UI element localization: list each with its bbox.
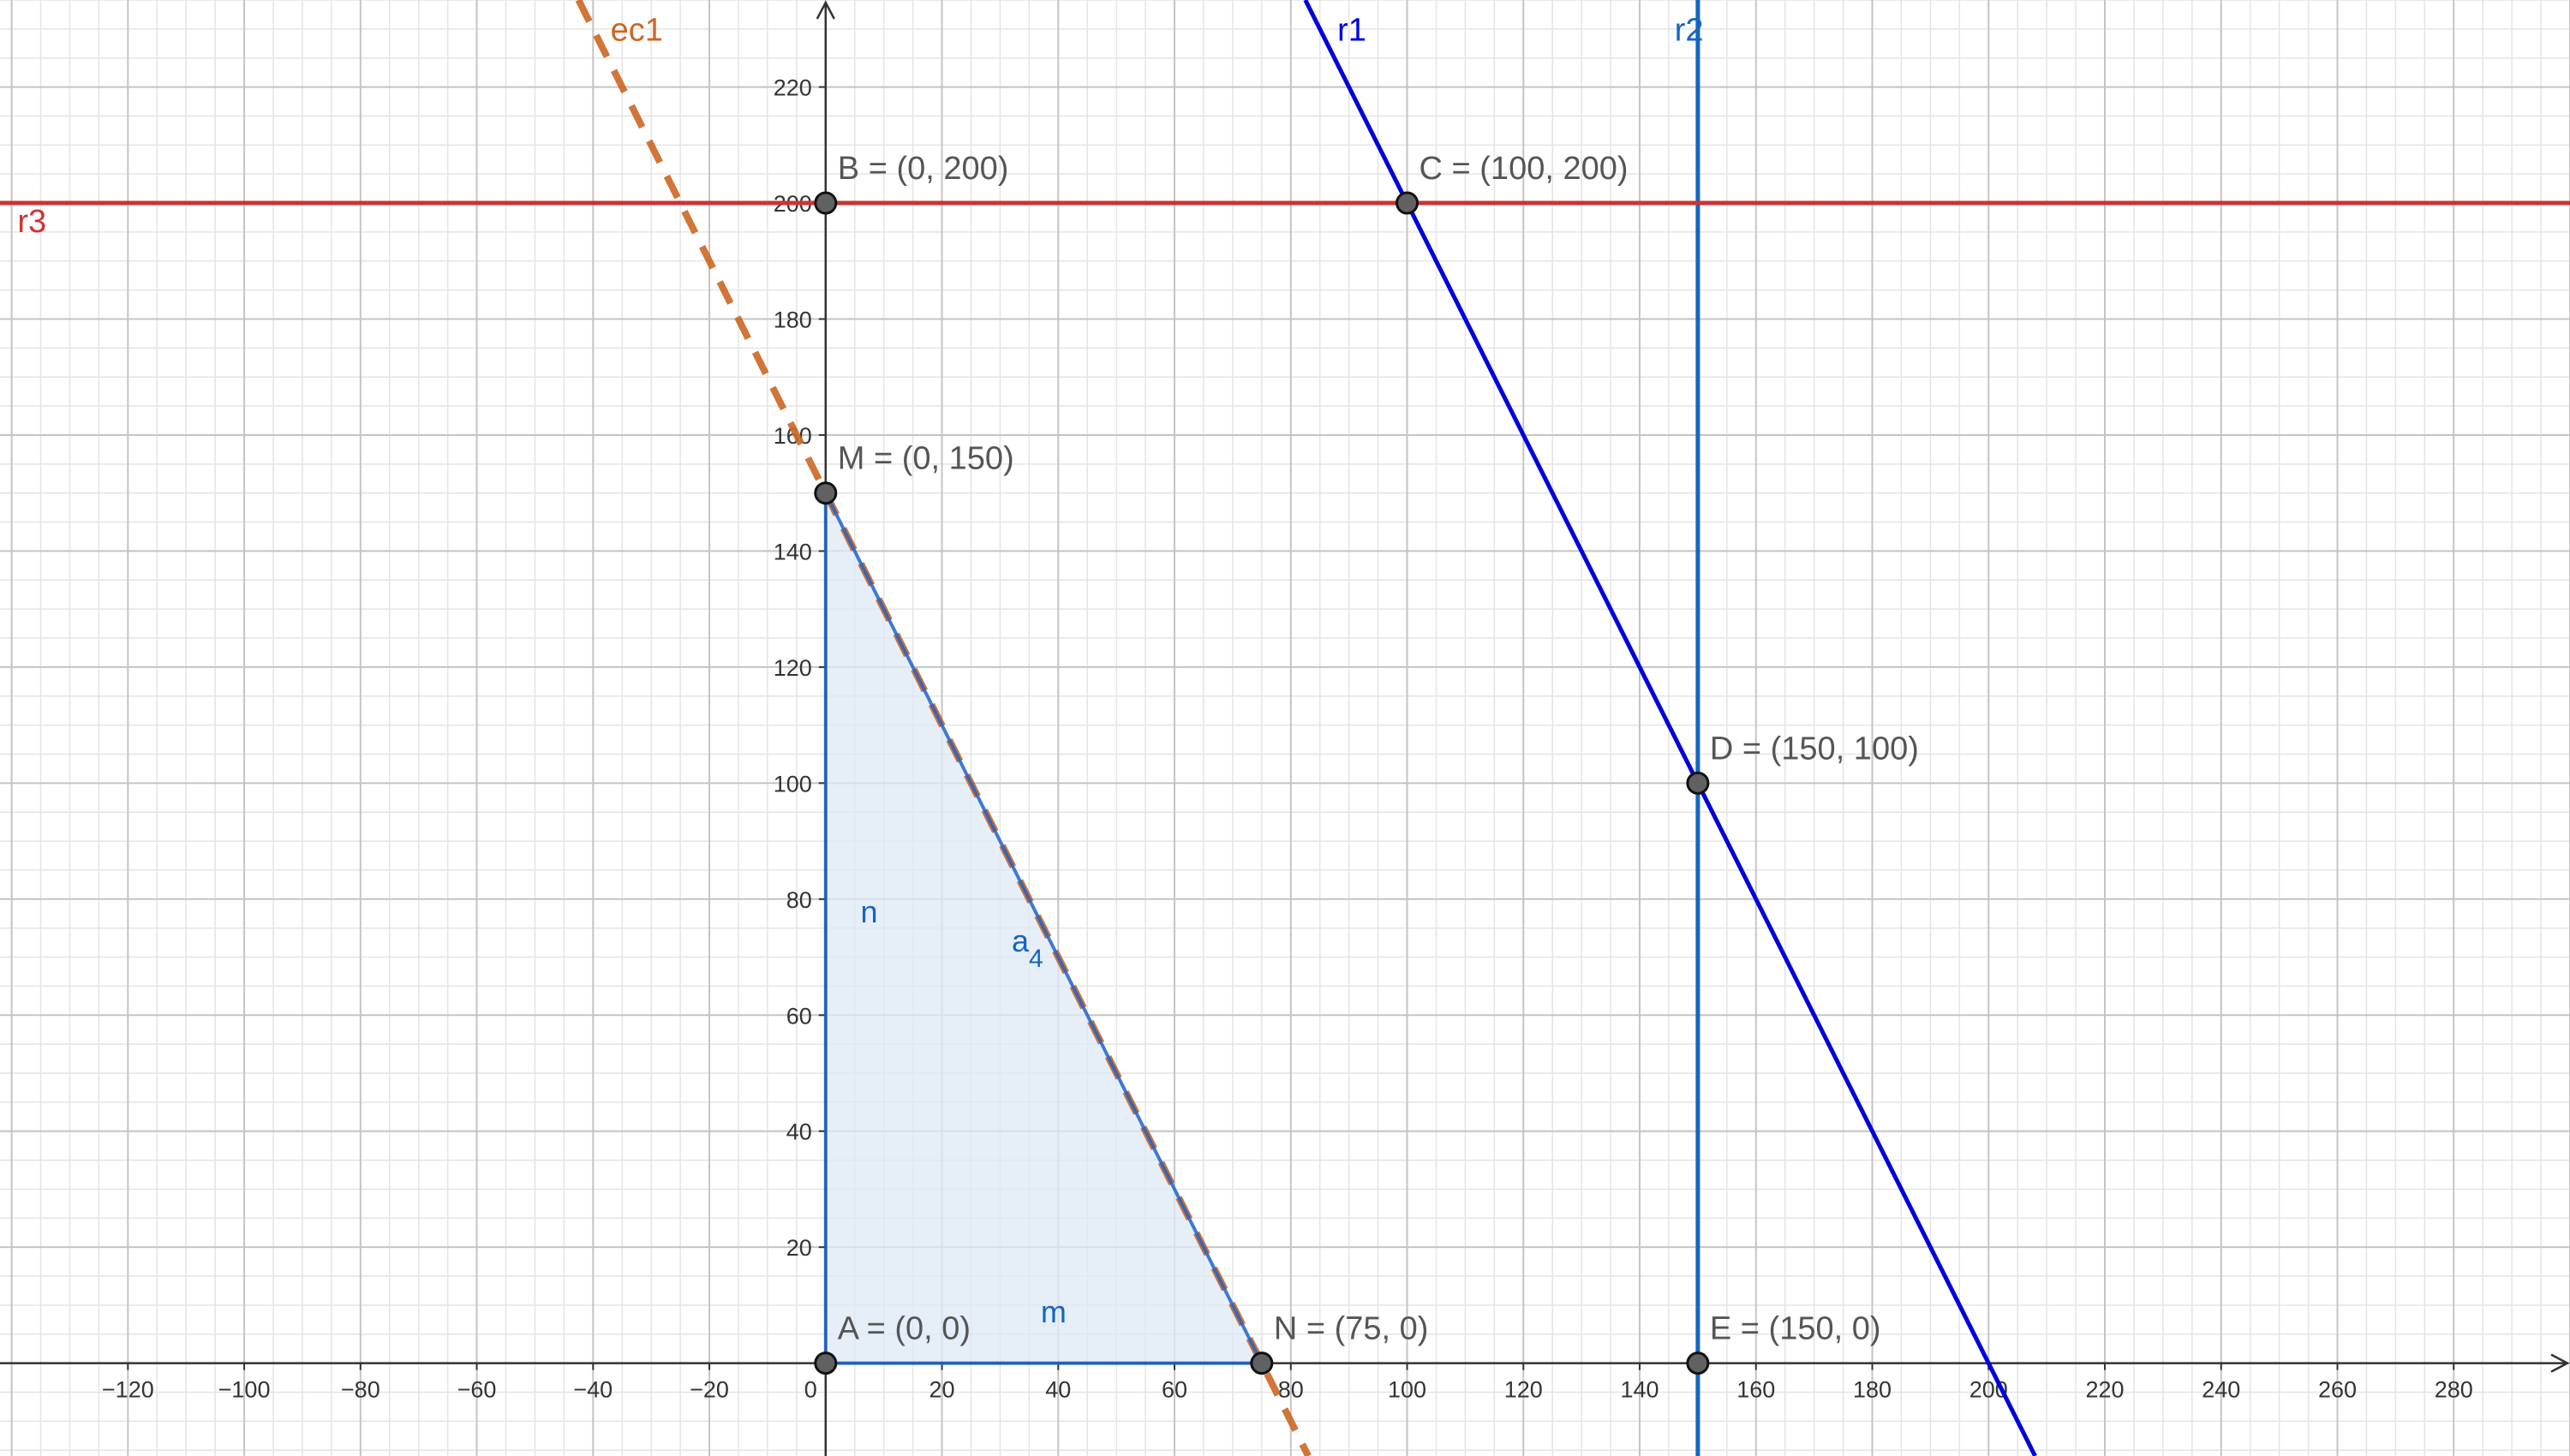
- point-N[interactable]: [1250, 1352, 1274, 1375]
- x-axis-arrow-icon: [2550, 1353, 2570, 1373]
- point-label-E: E = (150, 0): [1710, 1311, 1881, 1347]
- y-tick-label: 100: [774, 771, 812, 797]
- y-tick-label: 180: [774, 307, 812, 333]
- segments-layer: [823, 492, 1264, 1365]
- y-tick-label: 80: [786, 887, 812, 913]
- point-E[interactable]: [1686, 1352, 1710, 1375]
- y-tick-label: 40: [786, 1119, 812, 1145]
- line-label-r3: r3: [17, 204, 46, 240]
- point-label-A: A = (0, 0): [838, 1311, 971, 1347]
- line-label-ec1: ec1: [611, 12, 663, 48]
- x-tick-label: 240: [2202, 1377, 2240, 1403]
- y-tick-label: 120: [774, 655, 812, 681]
- line-label-r2: r2: [1675, 12, 1704, 48]
- tick-labels: −120 −100 −80 −60 −40 −20 0 20 40 60 80 100 120 140 16…: [102, 75, 2473, 1403]
- segment-label-subscript: 4: [1029, 945, 1043, 973]
- x-tick-label: 40: [1045, 1377, 1071, 1403]
- y-axis-arrow-icon: [816, 0, 835, 20]
- x-tick-label: 160: [1736, 1377, 1775, 1403]
- x-tick-label: −60: [457, 1377, 497, 1403]
- x-tick-label: 180: [1853, 1377, 1892, 1403]
- x-tick-label: 220: [2085, 1377, 2124, 1403]
- x-tick-label: −120: [102, 1377, 154, 1403]
- point-B[interactable]: [814, 191, 838, 215]
- x-tick-label: 20: [929, 1377, 955, 1403]
- line-label-r1: r1: [1337, 12, 1366, 48]
- y-tick-label: 20: [786, 1235, 812, 1261]
- x-tick-label: −100: [218, 1377, 271, 1403]
- point-D[interactable]: [1686, 771, 1710, 795]
- point-label-C: C = (100, 200): [1419, 151, 1629, 187]
- point-C[interactable]: [1396, 191, 1419, 215]
- x-tick-label: −40: [573, 1377, 613, 1403]
- segment-label-n: n: [861, 894, 878, 929]
- x-tick-label: 260: [2318, 1377, 2357, 1403]
- y-tick-label: 140: [774, 539, 812, 564]
- segment-a4[interactable]: [824, 492, 1264, 1364]
- point-label-N: N = (75, 0): [1274, 1311, 1429, 1347]
- x-tick-label: 60: [1162, 1377, 1187, 1403]
- point-label-D: D = (150, 100): [1710, 731, 1919, 767]
- point-label-M: M = (0, 150): [838, 441, 1014, 477]
- x-tick-label: 0: [804, 1377, 817, 1403]
- point-label-B: B = (0, 200): [838, 151, 1009, 187]
- x-tick-label: −20: [690, 1377, 729, 1403]
- y-tick-label: 220: [774, 75, 812, 101]
- x-tick-label: 80: [1278, 1377, 1304, 1403]
- x-tick-label: 140: [1620, 1377, 1659, 1403]
- segment-label-m: m: [1041, 1294, 1067, 1329]
- x-tick-label: 280: [2435, 1377, 2473, 1403]
- x-tick-label: 120: [1504, 1377, 1543, 1403]
- x-tick-label: 100: [1388, 1377, 1426, 1403]
- points-layer: [814, 191, 1710, 1375]
- line-r1[interactable]: [1303, 0, 2037, 1456]
- point-M[interactable]: [814, 481, 838, 505]
- point-A[interactable]: [814, 1352, 838, 1375]
- x-tick-label: −80: [341, 1377, 380, 1403]
- y-tick-label: 60: [786, 1003, 812, 1029]
